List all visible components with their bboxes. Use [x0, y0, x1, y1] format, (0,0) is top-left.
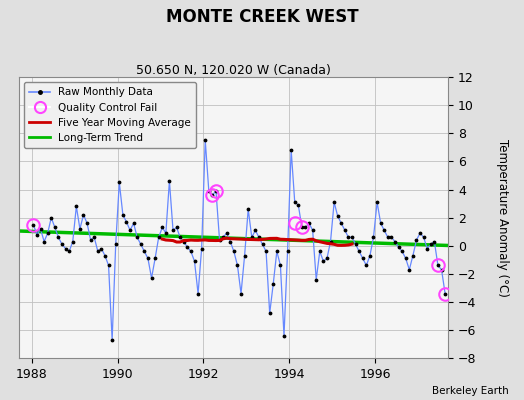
Title: 50.650 N, 120.020 W (Canada): 50.650 N, 120.020 W (Canada): [136, 64, 331, 77]
Text: MONTE CREEK WEST: MONTE CREEK WEST: [166, 8, 358, 26]
Text: Berkeley Earth: Berkeley Earth: [432, 386, 508, 396]
Y-axis label: Temperature Anomaly (°C): Temperature Anomaly (°C): [496, 139, 509, 296]
Legend: Raw Monthly Data, Quality Control Fail, Five Year Moving Average, Long-Term Tren: Raw Monthly Data, Quality Control Fail, …: [24, 82, 196, 148]
